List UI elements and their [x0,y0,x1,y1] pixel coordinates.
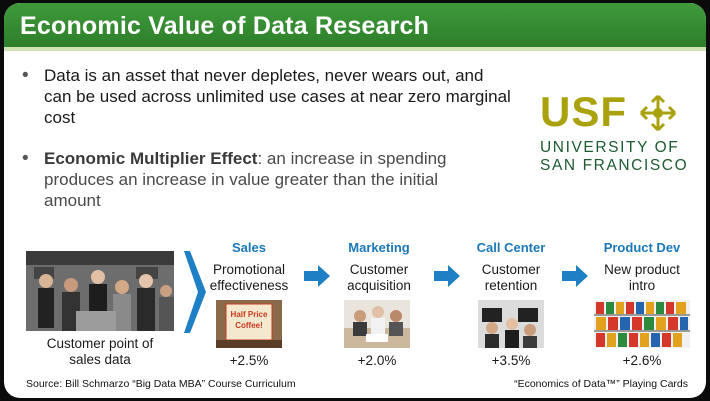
chevron-right-icon [184,251,206,333]
slide-card: Economic Value of Data Research • Data i… [4,3,706,398]
pos-caption-line2: sales data [69,352,131,367]
bullet-dot-icon: • [22,65,29,86]
step-marketing-value: +2.0% [357,353,397,368]
sales-image-text1: Half Price [231,310,268,319]
usf-cross-icon [639,94,677,132]
step-sales-value: +2.5% [229,353,269,368]
usf-logo: USF UNIVERSITY OF SAN FRANCISCO [538,91,688,181]
usf-logo-mark: USF [540,88,627,135]
step-callcenter-title: Call Center [476,240,546,255]
step-marketing-image [344,300,410,348]
step-productdev-desc2: intro [628,278,656,293]
footer-source: Source: Bill Schmarzo “Big Data MBA” Cou… [26,378,296,390]
bullet-multiplier-text: : an increase in spending produces an in… [44,149,447,210]
pos-crowd-photo [26,251,174,331]
step-productdev-title: Product Dev [603,240,681,255]
step-callcenter-image [478,300,544,348]
usf-logo-line2: SAN FRANCISCO [540,157,689,174]
usf-logo-line1: UNIVERSITY OF [540,139,680,156]
bullet-asset-text: Data is an asset that never depletes, ne… [44,66,511,127]
step-sales-desc1: Promotional [212,262,286,277]
step-callcenter-value: +3.5% [491,353,531,368]
step-sales-desc2: effectiveness [209,278,289,293]
bullet-asset: • Data is an asset that never depletes, … [22,65,514,128]
step-productdev-desc: New product intro [592,262,692,294]
step-marketing-desc2: acquisition [347,278,411,293]
bullet-multiplier: • Economic Multiplier Effect: an increas… [22,148,499,211]
step-marketing-desc: Customer acquisition [334,262,424,294]
sales-image-text2: Coffee! [235,321,263,330]
bullet-dot-icon: • [22,148,29,169]
step-productdev-value: +2.6% [622,353,662,368]
step-sales-title: Sales [232,240,266,255]
pos-data-caption: Customer point of sales data [26,336,174,368]
arrow-right-icon [434,265,460,287]
step-marketing-title: Marketing [348,240,410,255]
step-sales-image: Half Price Coffee! [216,300,282,348]
step-productdev-image [594,300,690,348]
step-callcenter-desc: Customer retention [466,262,556,294]
title-bar: Economic Value of Data Research [4,3,706,51]
step-callcenter-desc1: Customer [481,262,541,277]
step-callcenter-desc2: retention [484,278,538,293]
usf-logo-text: UNIVERSITY OF SAN FRANCISCO [540,139,700,175]
slide-title: Economic Value of Data Research [20,12,430,40]
step-marketing-desc1: Customer [349,262,409,277]
arrow-right-icon [562,265,588,287]
step-productdev-desc1: New product [604,262,680,277]
arrow-right-icon [304,265,330,287]
step-sales-desc: Promotional effectiveness [204,262,294,294]
footer-cards: “Economics of Data™” Playing Cards [514,378,688,390]
bullet-multiplier-term: Economic Multiplier Effect [44,149,258,168]
pos-caption-line1: Customer point of [46,336,154,351]
